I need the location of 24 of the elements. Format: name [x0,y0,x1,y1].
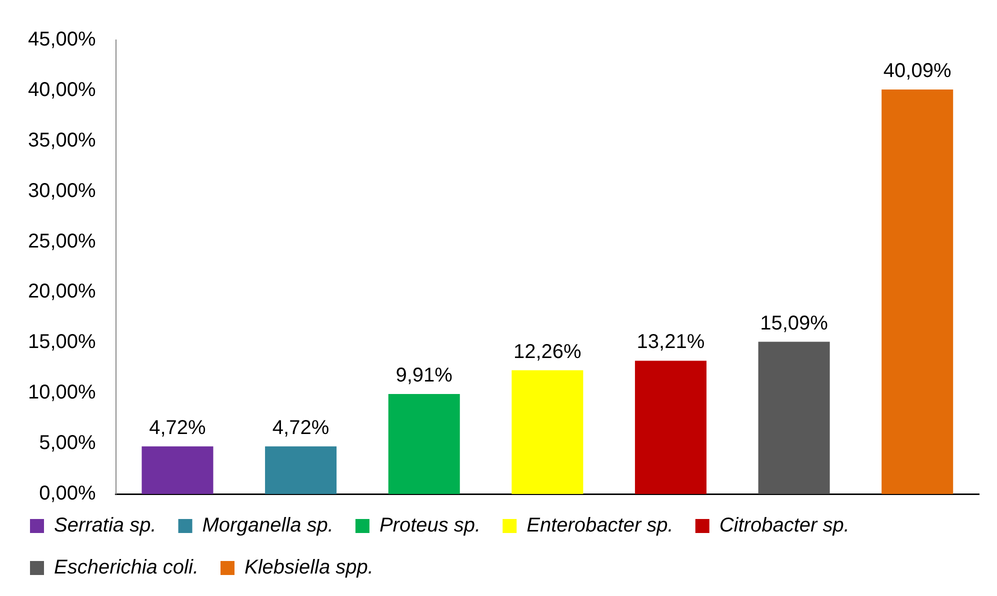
y-tick-label: 10,00% [28,382,96,404]
y-tick-label: 45,00% [28,28,96,51]
y-tick-label: 35,00% [28,129,96,152]
y-tick-label: 5,00% [39,432,96,454]
legend-label: Citrobacter sp. [719,514,850,537]
data-label: 4,72% [272,416,330,439]
legend-label: Proteus sp. [379,514,481,537]
legend-label: Morganella sp. [202,514,334,537]
data-label: 12,26% [513,340,582,363]
data-label: 9,91% [396,364,453,387]
y-tick-label: 40,00% [28,78,96,101]
data-label: 13,21% [636,331,705,354]
legend-label: Escherichia coli. [54,556,199,579]
data-label: 4,72% [149,416,206,439]
y-tick-label: 15,00% [28,331,96,354]
y-tick-label: 30,00% [28,180,96,202]
y-tick-label: 20,00% [28,280,96,303]
legend-label: Serratia sp. [54,514,156,537]
y-tick-label: 25,00% [28,230,96,252]
legend-label: Klebsiella spp. [244,556,374,579]
legend-label: Enterobacter sp. [526,514,674,537]
data-label: 15,09% [760,312,828,334]
y-tick-label: 0,00% [39,482,96,505]
data-label: 40,09% [883,60,952,82]
